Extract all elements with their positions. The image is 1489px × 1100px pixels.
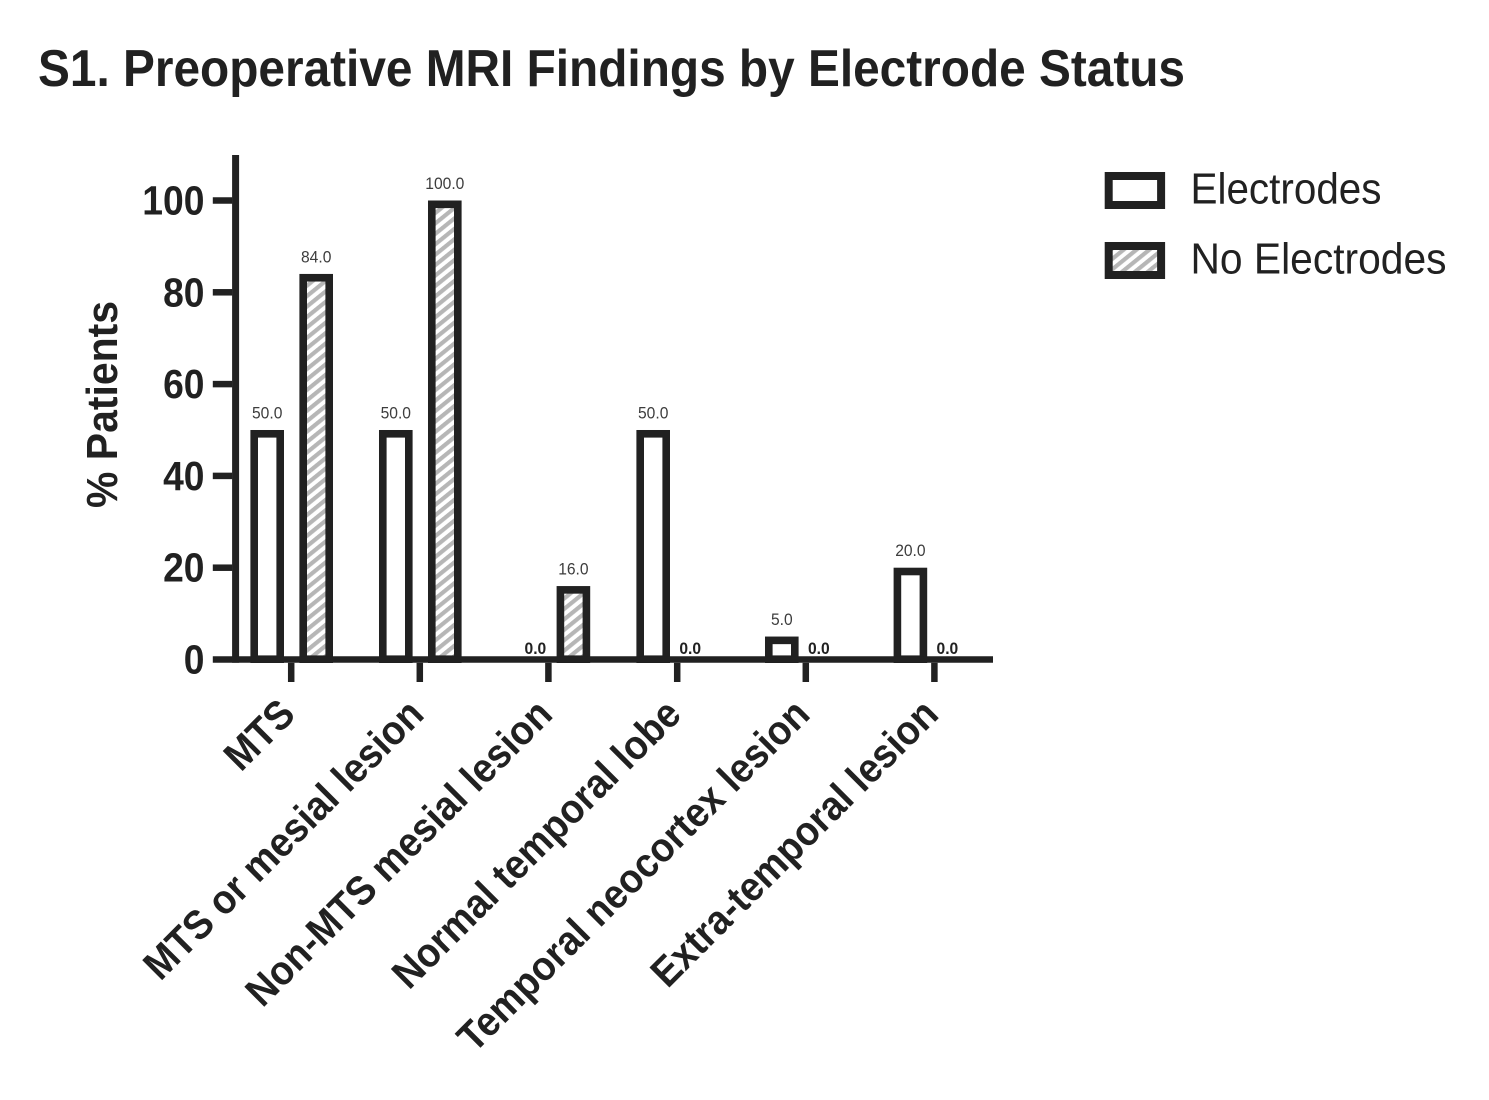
svg-text:84.0: 84.0 <box>301 247 331 266</box>
svg-text:Electrodes: Electrodes <box>1191 166 1382 214</box>
svg-text:No Electrodes: No Electrodes <box>1191 236 1447 284</box>
svg-text:80: 80 <box>163 269 204 315</box>
svg-text:0: 0 <box>184 637 205 683</box>
svg-text:100: 100 <box>142 178 204 224</box>
svg-text:S1. Preoperative MRI Findings: S1. Preoperative MRI Findings by Electro… <box>38 40 1185 98</box>
svg-text:5.0: 5.0 <box>771 610 793 629</box>
svg-text:50.0: 50.0 <box>381 404 411 423</box>
svg-text:0.0: 0.0 <box>937 639 959 658</box>
svg-text:20: 20 <box>163 545 204 591</box>
svg-text:60: 60 <box>163 361 204 407</box>
svg-text:% Patients: % Patients <box>78 301 127 508</box>
svg-text:50.0: 50.0 <box>252 404 282 423</box>
svg-text:20.0: 20.0 <box>895 541 925 560</box>
svg-text:0.0: 0.0 <box>808 639 830 658</box>
svg-text:50.0: 50.0 <box>638 404 668 423</box>
svg-text:0.0: 0.0 <box>525 639 547 658</box>
svg-text:100.0: 100.0 <box>425 174 464 193</box>
svg-text:0.0: 0.0 <box>679 639 701 658</box>
svg-text:40: 40 <box>163 453 204 499</box>
svg-text:16.0: 16.0 <box>558 560 588 579</box>
